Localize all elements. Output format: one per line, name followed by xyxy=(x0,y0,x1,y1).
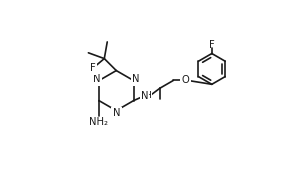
Text: F: F xyxy=(209,40,215,50)
Text: O: O xyxy=(182,75,190,86)
Text: H: H xyxy=(144,91,151,100)
Text: N: N xyxy=(132,74,140,84)
Text: NH₂: NH₂ xyxy=(89,117,108,127)
Text: N: N xyxy=(93,74,100,84)
Text: F: F xyxy=(90,63,95,73)
Text: N: N xyxy=(113,108,120,118)
Text: N: N xyxy=(141,91,148,101)
